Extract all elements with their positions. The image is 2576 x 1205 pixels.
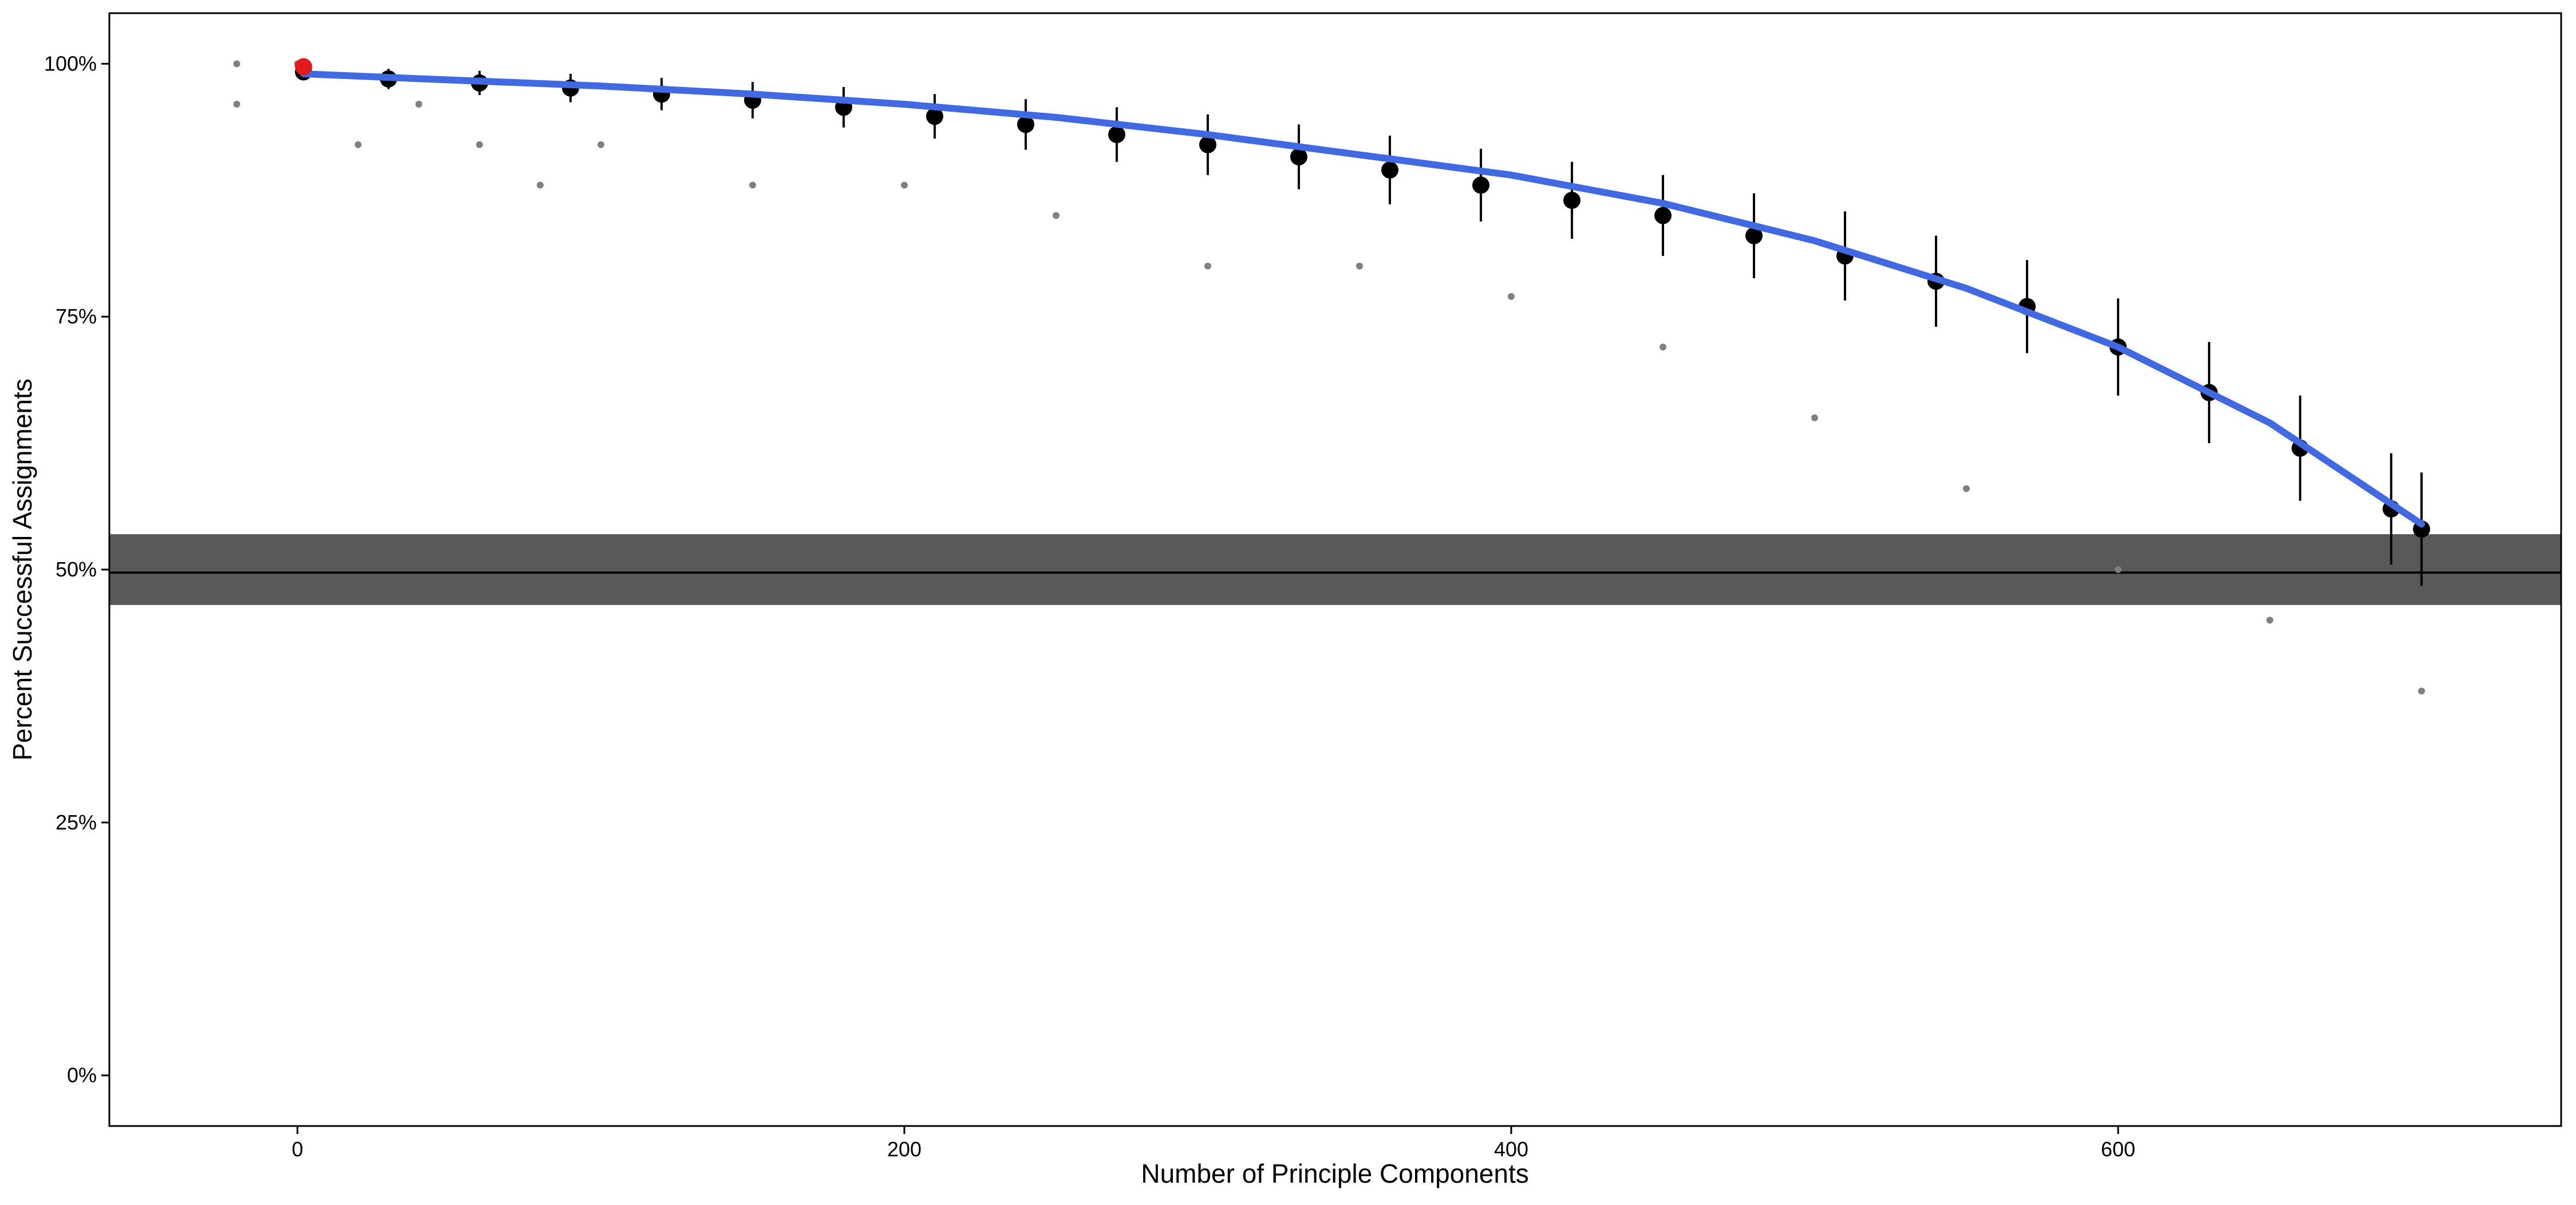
x-tick-label: 200 xyxy=(887,1137,922,1161)
x-axis-title: Number of Principle Components xyxy=(1141,1159,1529,1188)
mean-point xyxy=(926,108,943,125)
y-tick-label: 0% xyxy=(67,1064,97,1087)
raw-point xyxy=(2418,688,2425,695)
highlight-point xyxy=(295,58,313,76)
raw-point xyxy=(476,141,483,148)
raw-point xyxy=(597,141,605,148)
raw-point xyxy=(536,181,544,189)
y-tick-label: 75% xyxy=(56,305,97,328)
y-tick-label: 100% xyxy=(44,52,97,75)
raw-point xyxy=(1507,293,1515,300)
y-tick-label: 50% xyxy=(56,558,97,581)
raw-point xyxy=(1052,212,1060,219)
raw-point xyxy=(1356,262,1363,270)
x-tick-label: 0 xyxy=(292,1137,303,1161)
mean-point xyxy=(1472,176,1490,194)
raw-point xyxy=(233,101,240,108)
raw-point xyxy=(354,141,362,148)
raw-point xyxy=(1659,343,1666,351)
smooth-fit-line xyxy=(300,70,2425,528)
y-axis-title: Percent Successful Assignments xyxy=(7,378,37,760)
raw-point xyxy=(233,60,240,68)
mean-point xyxy=(1563,191,1581,209)
x-tick-label: 600 xyxy=(2101,1137,2135,1161)
reference-band xyxy=(110,534,2561,605)
mean-point xyxy=(1381,161,1398,179)
raw-point xyxy=(749,181,756,189)
raw-point xyxy=(900,181,908,189)
raw-point xyxy=(1811,414,1819,421)
x-tick-label: 400 xyxy=(1494,1137,1528,1161)
mean-point xyxy=(1108,126,1125,144)
raw-point xyxy=(2115,566,2122,573)
mean-point xyxy=(1199,136,1216,153)
y-tick-label: 25% xyxy=(56,811,97,834)
mean-point xyxy=(1017,116,1034,133)
raw-point xyxy=(415,101,422,108)
raw-point xyxy=(1204,262,1211,270)
raw-point xyxy=(1963,485,1970,492)
mean-point xyxy=(1745,227,1763,244)
mean-point xyxy=(1290,148,1307,165)
raw-point xyxy=(2266,617,2274,624)
mean-point xyxy=(1654,207,1672,224)
